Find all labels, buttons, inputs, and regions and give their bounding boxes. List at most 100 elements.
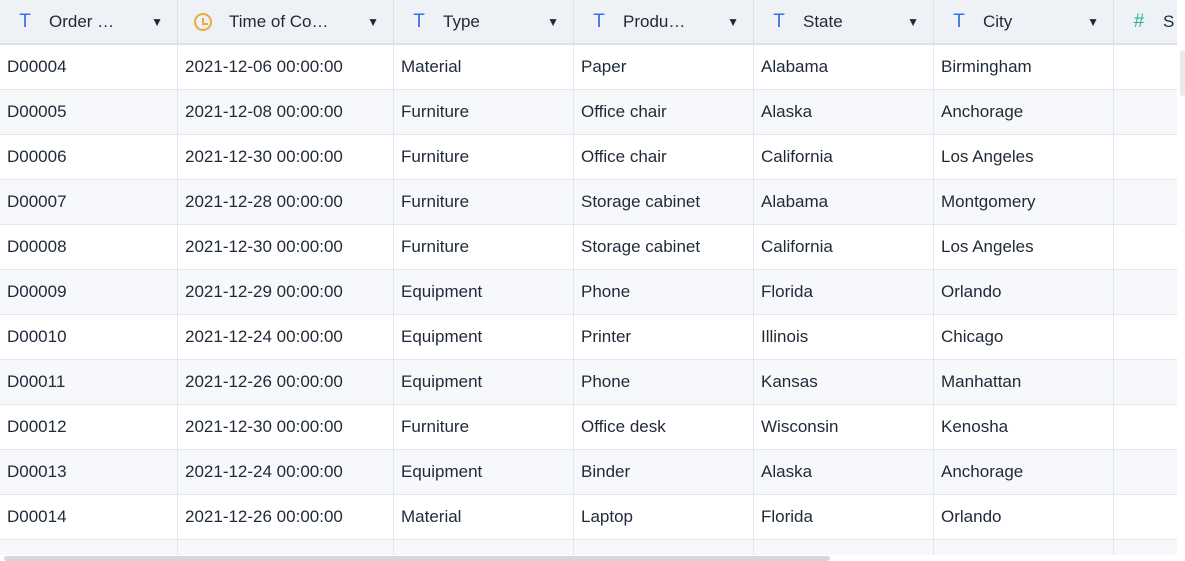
table-cell[interactable] (1114, 540, 1177, 555)
table-cell[interactable] (1114, 495, 1177, 539)
table-cell[interactable]: 2021-12-06 00:00:00 (178, 45, 394, 89)
vertical-scrollbar[interactable] (1180, 50, 1185, 96)
table-cell[interactable]: 2021-12-08 00:00:00 (178, 90, 394, 134)
table-cell[interactable]: Phone (574, 270, 754, 314)
column-header-4[interactable]: T State ▼ (754, 0, 934, 43)
table-row[interactable]: D00006 2021-12-30 00:00:00 Furniture Office… (0, 135, 1177, 180)
table-row[interactable]: D00013 2021-12-24 00:00:00 Equipment Binder… (0, 450, 1177, 495)
table-cell[interactable]: California (754, 225, 934, 269)
table-cell[interactable]: Birmingham (934, 45, 1114, 89)
table-cell[interactable]: Paper (574, 45, 754, 89)
table-cell[interactable] (1114, 45, 1177, 89)
chevron-down-icon[interactable]: ▼ (367, 14, 379, 29)
table-cell[interactable]: Furniture (394, 180, 574, 224)
table-cell[interactable] (1114, 360, 1177, 404)
table-cell[interactable]: Office chair (574, 135, 754, 179)
table-cell[interactable]: Manhattan (934, 360, 1114, 404)
table-cell[interactable]: D00014 (0, 495, 178, 539)
column-header-1[interactable]: Time of Co… ▼ (178, 0, 394, 43)
table-cell[interactable]: Florida (754, 540, 934, 555)
table-cell[interactable]: Material (394, 495, 574, 539)
chevron-down-icon[interactable]: ▼ (907, 14, 919, 29)
table-cell[interactable]: Equipment (394, 315, 574, 359)
table-cell[interactable]: D00013 (0, 450, 178, 494)
chevron-down-icon[interactable]: ▼ (1087, 14, 1099, 29)
table-cell[interactable]: Chicago (934, 315, 1114, 359)
table-cell[interactable]: Orlando (934, 270, 1114, 314)
column-header-3[interactable]: T Produ… ▼ (574, 0, 754, 43)
table-cell[interactable] (1114, 450, 1177, 494)
table-cell[interactable]: Furniture (394, 90, 574, 134)
horizontal-scrollbar[interactable] (4, 556, 830, 561)
table-cell[interactable]: Storage cabinet (574, 180, 754, 224)
table-cell[interactable]: D00009 (0, 270, 178, 314)
table-cell[interactable]: Alaska (754, 90, 934, 134)
table-cell[interactable]: Florida (754, 495, 934, 539)
table-cell[interactable]: D00008 (0, 225, 178, 269)
chevron-down-icon[interactable]: ▼ (727, 14, 739, 29)
table-cell[interactable]: D00006 (0, 135, 178, 179)
table-cell[interactable] (1114, 180, 1177, 224)
table-cell[interactable]: Furniture (394, 225, 574, 269)
table-cell[interactable]: Storage cabinet (574, 225, 754, 269)
table-cell[interactable]: 2021-12-26 00:00:00 (178, 360, 394, 404)
chevron-down-icon[interactable]: ▼ (151, 14, 163, 29)
table-cell[interactable]: D00015 (0, 540, 178, 555)
table-cell[interactable]: Binder (574, 450, 754, 494)
table-cell[interactable]: 2021-12-30 00:00:00 (178, 135, 394, 179)
table-row[interactable]: D00009 2021-12-29 00:00:00 Equipment Phone F… (0, 270, 1177, 315)
table-cell[interactable]: Equipment (394, 450, 574, 494)
table-cell[interactable]: Phone (574, 360, 754, 404)
table-cell[interactable]: Illinois (754, 315, 934, 359)
table-cell[interactable]: D00010 (0, 315, 178, 359)
table-cell[interactable]: 2021-12-24 00:00:00 (178, 315, 394, 359)
table-row[interactable]: D00008 2021-12-30 00:00:00 Furniture Storag… (0, 225, 1177, 270)
table-cell[interactable]: 2021-12-30 00:00:00 (178, 540, 394, 555)
table-row[interactable]: D00005 2021-12-08 00:00:00 Furniture Office… (0, 90, 1177, 135)
column-header-6[interactable]: # S (1114, 0, 1177, 43)
table-row[interactable]: D000152021-12-30 00:00:00FurnitureStorag… (0, 540, 1177, 555)
table-cell[interactable]: Office desk (574, 405, 754, 449)
column-header-5[interactable]: T City ▼ (934, 0, 1114, 43)
table-cell[interactable]: Furniture (394, 540, 574, 555)
table-cell[interactable]: California (754, 135, 934, 179)
table-cell[interactable]: Equipment (394, 360, 574, 404)
table-cell[interactable] (1114, 405, 1177, 449)
table-row[interactable]: D00012 2021-12-30 00:00:00 Furniture Office… (0, 405, 1177, 450)
table-cell[interactable]: Storage cabinet (574, 540, 754, 555)
table-cell[interactable]: Furniture (394, 405, 574, 449)
table-cell[interactable]: Montgomery (934, 180, 1114, 224)
table-cell[interactable] (1114, 270, 1177, 314)
table-cell[interactable]: Alabama (754, 180, 934, 224)
table-cell[interactable]: Furniture (394, 135, 574, 179)
table-cell[interactable] (1114, 225, 1177, 269)
table-cell[interactable]: Anchorage (934, 90, 1114, 134)
table-cell[interactable]: Laptop (574, 495, 754, 539)
table-cell[interactable]: Printer (574, 315, 754, 359)
chevron-down-icon[interactable]: ▼ (547, 14, 559, 29)
column-header-2[interactable]: T Type ▼ (394, 0, 574, 43)
table-cell[interactable]: Los Angeles (934, 225, 1114, 269)
table-row[interactable]: D00014 2021-12-26 00:00:00 Material Laptop F… (0, 495, 1177, 540)
table-cell[interactable] (1114, 90, 1177, 134)
table-cell[interactable]: Florida (754, 270, 934, 314)
table-cell[interactable]: D00005 (0, 90, 178, 134)
table-cell[interactable]: D00012 (0, 405, 178, 449)
table-row[interactable]: D00010 2021-12-24 00:00:00 Equipment Printe… (0, 315, 1177, 360)
table-cell[interactable]: Alabama (754, 45, 934, 89)
table-cell[interactable] (1114, 135, 1177, 179)
table-cell[interactable]: 2021-12-29 00:00:00 (178, 270, 394, 314)
table-cell[interactable]: Los Angeles (934, 135, 1114, 179)
table-cell[interactable]: Alaska (754, 450, 934, 494)
table-row[interactable]: D00007 2021-12-28 00:00:00 Furniture Storag… (0, 180, 1177, 225)
table-row[interactable]: D00011 2021-12-26 00:00:00 Equipment Phone K… (0, 360, 1177, 405)
table-cell[interactable]: Orlando (934, 495, 1114, 539)
table-cell[interactable]: 2021-12-30 00:00:00 (178, 405, 394, 449)
table-row[interactable]: D00004 2021-12-06 00:00:00 Material Paper Al… (0, 45, 1177, 90)
table-cell[interactable] (1114, 315, 1177, 359)
table-cell[interactable]: Kansas (754, 360, 934, 404)
table-cell[interactable]: 2021-12-26 00:00:00 (178, 495, 394, 539)
table-cell[interactable]: D00011 (0, 360, 178, 404)
table-cell[interactable]: Material (394, 45, 574, 89)
table-cell[interactable]: D00007 (0, 180, 178, 224)
